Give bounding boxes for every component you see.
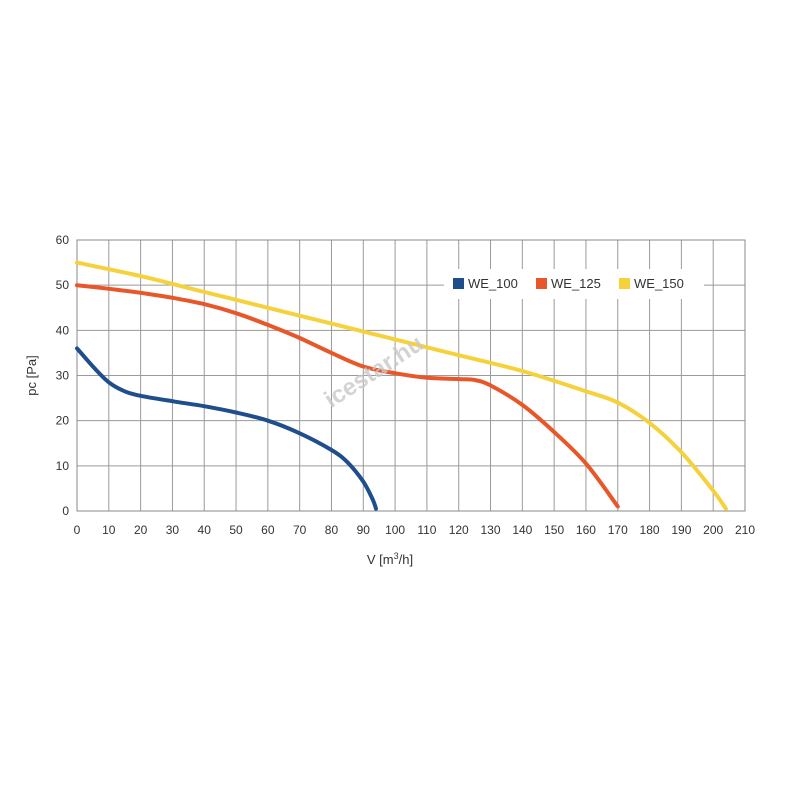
y-tick-label: 50 [56, 278, 70, 292]
y-tick-label: 10 [56, 459, 70, 473]
legend-swatch [619, 278, 630, 289]
x-tick-label: 180 [640, 523, 660, 537]
y-tick-label: 60 [56, 233, 70, 247]
x-tick-label: 70 [293, 523, 307, 537]
x-tick-label: 210 [735, 523, 755, 537]
watermark: icestar.hu [320, 330, 429, 414]
x-tick-label: 100 [385, 523, 405, 537]
y-axis-title: pc [Pa] [24, 355, 39, 395]
x-tick-label: 10 [102, 523, 116, 537]
x-tick-label: 200 [703, 523, 723, 537]
legend-label: WE_100 [468, 276, 518, 291]
x-axis-title: V [m3/h] [367, 551, 413, 567]
x-tick-label: 150 [544, 523, 564, 537]
x-tick-label: 90 [357, 523, 371, 537]
legend: WE_100 WE_125 WE_150 [444, 269, 704, 299]
y-tick-labels: 0 10 20 30 40 50 60 [56, 233, 70, 518]
legend-swatch [453, 278, 464, 289]
x-tick-label: 30 [166, 523, 180, 537]
x-tick-label: 190 [671, 523, 691, 537]
series-line-we-150 [75, 260, 728, 511]
x-tick-label: 140 [512, 523, 532, 537]
legend-swatch [536, 278, 547, 289]
x-tick-label: 80 [325, 523, 339, 537]
x-tick-labels: 0 10 20 30 40 50 60 70 80 90 100 110 120 130 140 150 160… [74, 523, 756, 537]
x-tick-label: 40 [198, 523, 212, 537]
legend-label: WE_125 [551, 276, 601, 291]
x-tick-label: 0 [74, 523, 81, 537]
series-line-we-100 [75, 346, 378, 511]
plot-frame [76, 239, 746, 512]
legend-background [444, 269, 704, 299]
y-tick-label: 20 [56, 414, 70, 428]
x-tick-label: 20 [134, 523, 148, 537]
x-tick-label: 60 [261, 523, 275, 537]
legend-label: WE_150 [634, 276, 684, 291]
x-tick-label: 110 [417, 523, 436, 537]
y-tick-label: 30 [56, 369, 70, 383]
x-tick-label: 50 [229, 523, 243, 537]
x-tick-label: 120 [449, 523, 469, 537]
y-tick-label: 40 [56, 323, 70, 337]
x-tick-label: 130 [481, 523, 501, 537]
series-line-we-125 [75, 283, 620, 509]
x-tick-label: 160 [576, 523, 596, 537]
y-tick-label: 0 [62, 504, 69, 518]
x-tick-label: 170 [608, 523, 628, 537]
series-layer [75, 260, 728, 511]
